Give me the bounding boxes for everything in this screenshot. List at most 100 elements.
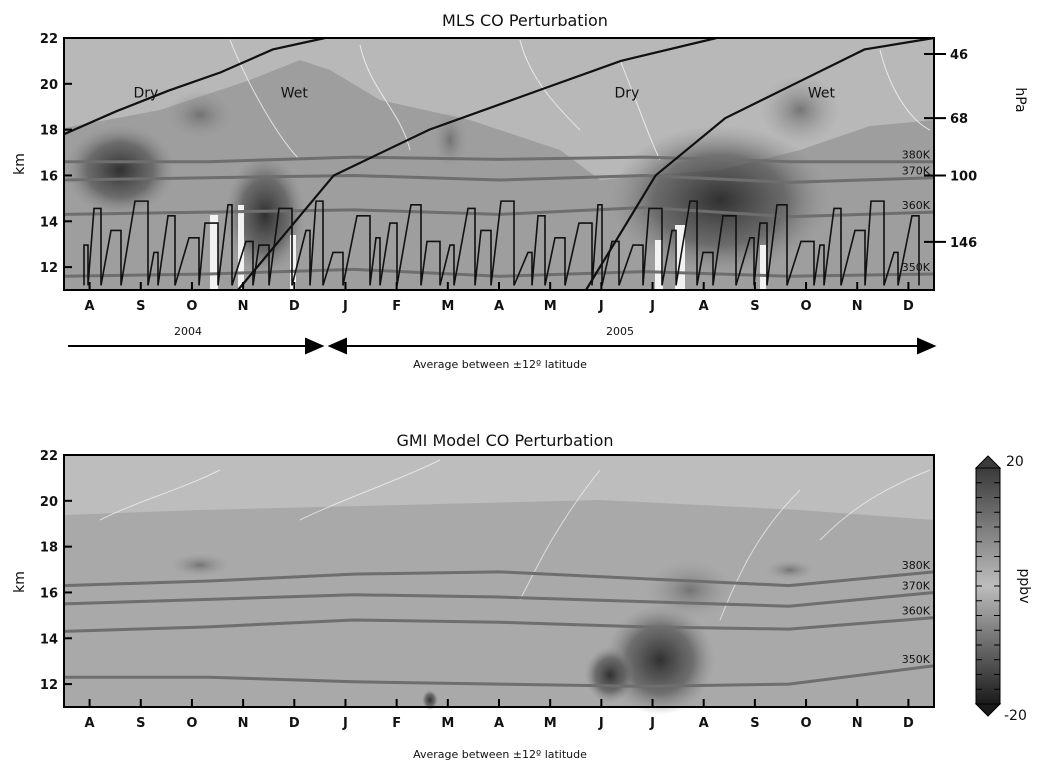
x-tick-label: A xyxy=(494,716,504,731)
x-tick-label: D xyxy=(289,299,300,314)
pressure-tick-label: 146 xyxy=(950,236,977,251)
co-anomaly-blob xyxy=(422,690,438,710)
x-tick-label: J xyxy=(598,299,604,314)
x-tick-label: O xyxy=(801,299,812,314)
x-tick-label: N xyxy=(238,716,249,731)
y-tick-label: 22 xyxy=(40,449,58,464)
isentrope-lines: 380K 370K 360K 350K xyxy=(63,559,935,688)
colorbar-min-arrow xyxy=(974,703,1002,717)
x-tick-label: M xyxy=(544,299,557,314)
colorbar-max-arrow xyxy=(974,455,1002,469)
gmi-panel: GMI Model CO Perturbation 380K 370K 360K 35… xyxy=(12,431,1032,761)
y-axis-label: km xyxy=(12,571,28,593)
x-tick-label: A xyxy=(85,716,95,731)
co-anomaly-blob xyxy=(765,560,815,580)
x-tick-label: M xyxy=(441,299,454,314)
isentrope-label: 370K xyxy=(902,579,931,592)
isentrope-line xyxy=(64,664,935,688)
y-tick-label: 12 xyxy=(40,261,58,276)
x-tick-label: J xyxy=(342,716,348,731)
y-tick-label: 12 xyxy=(40,678,58,693)
co-anomaly-blob xyxy=(65,125,175,215)
tape-boundary-line xyxy=(63,36,326,136)
pressure-tick-label: 68 xyxy=(950,112,968,127)
isentrope-line xyxy=(63,173,935,184)
mls-panel: MLS CO Perturbation 380K 370K 360K 350K xyxy=(12,11,1028,371)
x-tick-label: O xyxy=(186,716,197,731)
cold-point-trace-line xyxy=(83,200,920,286)
co-anomaly-blob xyxy=(432,110,468,170)
y-tick-label: 20 xyxy=(40,495,58,510)
x-tick-label: S xyxy=(136,716,145,731)
season-annotations: Dry Wet Dry Wet xyxy=(133,86,835,102)
isentrope-label: 360K xyxy=(902,199,931,212)
y-tick-label: 16 xyxy=(40,586,58,601)
x-tick-label: D xyxy=(903,299,914,314)
x-tick-label: F xyxy=(392,299,401,314)
x-tick-label: S xyxy=(750,299,759,314)
latitude-caption: Average between ±12º latitude xyxy=(413,748,587,761)
co-anomaly-blob xyxy=(645,560,735,620)
x-tick-label: J xyxy=(342,299,348,314)
x-tick-label: A xyxy=(85,299,95,314)
isentrope-label: 380K xyxy=(902,559,931,572)
y-tick-label: 18 xyxy=(40,124,58,139)
y-axis-label: km xyxy=(12,153,28,175)
x-tick-label: M xyxy=(544,716,557,731)
x-tick-label: N xyxy=(852,716,863,731)
x-tick-label: S xyxy=(750,716,759,731)
x-tick-label: J xyxy=(649,299,655,314)
pressure-tick-label: 100 xyxy=(950,169,977,184)
latitude-caption: Average between ±12º latitude xyxy=(413,358,587,371)
x-tick-label: O xyxy=(801,716,812,731)
year-label-2005: 2005 xyxy=(606,325,634,338)
x-tick-label: A xyxy=(494,299,504,314)
chart-title: MLS CO Perturbation xyxy=(442,11,608,30)
x-tick-label: A xyxy=(699,716,709,731)
season-label: Dry xyxy=(615,86,640,102)
year-label-2004: 2004 xyxy=(174,325,202,338)
x-tick-label: S xyxy=(136,299,145,314)
isentrope-label: 360K xyxy=(902,605,931,618)
y-tick-label: 22 xyxy=(40,32,58,47)
y-tick-label: 18 xyxy=(40,541,58,556)
year-arrows xyxy=(68,337,937,355)
tape-boundary-line xyxy=(585,36,935,291)
colorbar: 20 -20 ppbv xyxy=(974,454,1032,724)
co-anomaly-blob xyxy=(760,75,840,145)
colorbar-max-label: 20 xyxy=(1006,454,1024,470)
y-tick-label: 14 xyxy=(40,215,58,230)
x-tick-label: D xyxy=(903,716,914,731)
isentrope-line xyxy=(63,267,935,278)
y-tick-label: 20 xyxy=(40,78,58,93)
x-tick-label: J xyxy=(649,716,655,731)
season-label: Wet xyxy=(808,86,836,102)
isentrope-label: 350K xyxy=(902,653,931,666)
co-anomaly-blob xyxy=(585,647,635,703)
season-label: Wet xyxy=(281,86,309,102)
upper-shading xyxy=(64,455,934,520)
pressure-axis: 46 68 100 146 xyxy=(924,48,977,251)
x-tick-label: F xyxy=(392,716,401,731)
pressure-tick-label: 46 xyxy=(950,48,968,63)
x-tick-label: N xyxy=(238,299,249,314)
colorbar-min-label: -20 xyxy=(1004,708,1027,724)
season-label: Dry xyxy=(133,86,158,102)
tape-boundary-line xyxy=(237,36,717,291)
y-tick-label: 16 xyxy=(40,169,58,184)
tape-boundaries xyxy=(63,36,935,291)
x-tick-label: M xyxy=(441,716,454,731)
chart-title: GMI Model CO Perturbation xyxy=(396,431,613,450)
x-tick-label: J xyxy=(598,716,604,731)
isentrope-line xyxy=(63,616,935,633)
colorbar-ticks xyxy=(976,467,1000,705)
pressure-axis-label: hPa xyxy=(1012,87,1028,112)
x-tick-label: N xyxy=(852,299,863,314)
x-tick-label: A xyxy=(699,299,709,314)
colorbar-label: ppbv xyxy=(1016,569,1032,604)
isentrope-line xyxy=(64,155,934,164)
isentrope-label: 370K xyxy=(902,165,931,178)
